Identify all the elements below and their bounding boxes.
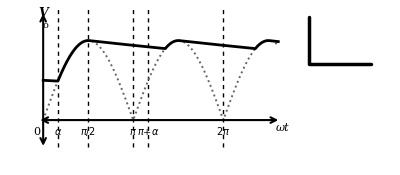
Text: 0: 0 <box>33 127 40 137</box>
Text: $\pi$+$\alpha$: $\pi$+$\alpha$ <box>137 127 160 137</box>
Text: $2\pi$: $2\pi$ <box>216 125 230 137</box>
Text: o: o <box>42 21 48 30</box>
Text: $\pi/2$: $\pi/2$ <box>80 125 96 138</box>
Text: $\pi$: $\pi$ <box>129 127 137 137</box>
Text: V: V <box>38 7 48 20</box>
Text: $\alpha$: $\alpha$ <box>54 127 62 137</box>
Text: ωt: ωt <box>276 123 289 133</box>
